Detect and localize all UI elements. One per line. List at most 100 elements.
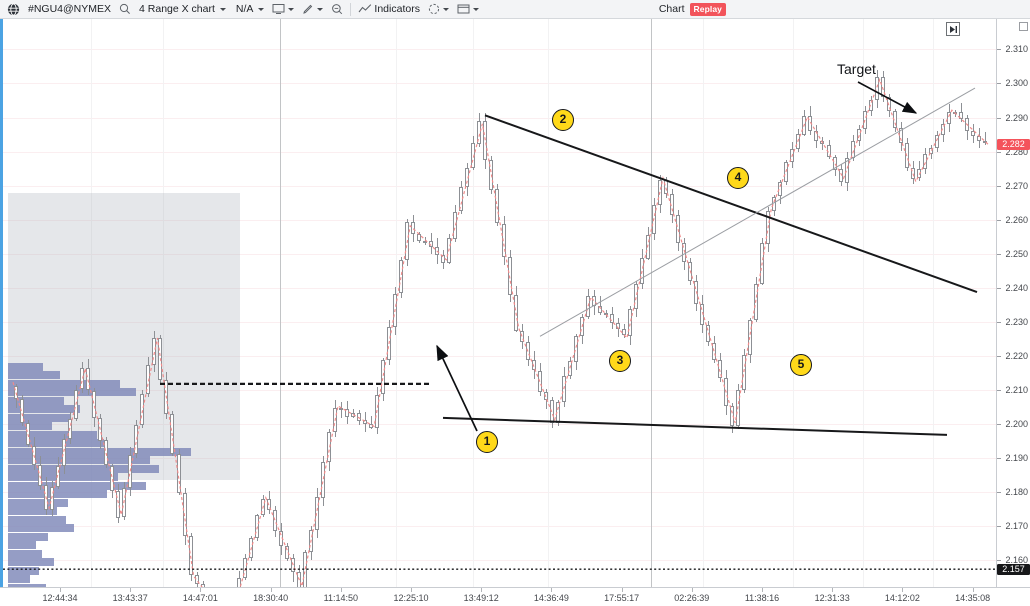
price-tick-label: 2.290: [1005, 113, 1028, 123]
drawing-overlay-layer: [3, 77, 996, 587]
replay-step-button[interactable]: [946, 22, 960, 36]
volume-profile-bar: [8, 396, 64, 405]
volume-profile-bar: [8, 532, 48, 541]
gridline-vertical: [863, 19, 864, 587]
candle-body: [62, 439, 66, 466]
display-style-button[interactable]: [269, 0, 299, 19]
candle-body: [881, 77, 885, 97]
wave-label-2[interactable]: 2: [552, 109, 574, 131]
indicators-button[interactable]: Indicators: [355, 0, 425, 19]
candle-body: [483, 121, 487, 160]
monitor-icon: [272, 4, 285, 14]
target-annotation-label: Target: [837, 61, 876, 77]
window-icon: [457, 4, 470, 14]
layout-button[interactable]: [454, 0, 484, 19]
candle-body: [104, 440, 108, 465]
zoom-tool-button[interactable]: [328, 0, 346, 19]
price-tick-mark: [997, 560, 1001, 561]
wave-label-1[interactable]: 1: [476, 431, 498, 453]
volume-profile-bar: [8, 430, 97, 439]
volume-profile-bar: [8, 388, 136, 397]
drawing-tools-button[interactable]: [299, 0, 328, 19]
time-tick-label: 11:38:16: [744, 593, 780, 603]
time-tick-mark: [691, 588, 693, 592]
price-tick-label: 2.180: [1005, 487, 1028, 497]
gridline-horizontal: [3, 83, 996, 84]
wave-label-5[interactable]: 5: [790, 354, 812, 376]
wave-label-3[interactable]: 3: [609, 350, 631, 372]
symbol-search-button[interactable]: [116, 0, 134, 19]
last-price-badge[interactable]: 2.282: [997, 138, 1030, 150]
trendline-lower-support[interactable]: [442, 416, 948, 436]
price-tick-label: 2.200: [1005, 419, 1028, 429]
toolbar-divider: [350, 2, 352, 16]
time-tick-label: 14:36:49: [533, 593, 569, 603]
interval-selector[interactable]: 4 Range X chart: [134, 0, 231, 19]
volume-profile-bar: [8, 362, 43, 371]
candle-body: [183, 493, 187, 536]
time-tick-label: 18:30:40: [253, 593, 289, 603]
candle-body: [345, 409, 349, 417]
candle-wick: [341, 402, 342, 418]
price-tick-label: 2.160: [1005, 555, 1028, 565]
gridline-horizontal: [3, 49, 996, 50]
candle-body: [177, 454, 181, 493]
candle-body: [92, 391, 96, 418]
gridline-horizontal: [3, 118, 996, 119]
volume-profile-bar: [8, 456, 150, 465]
reference-price-badge[interactable]: 2.157: [997, 563, 1030, 575]
time-tick-label: 12:25:10: [393, 593, 429, 603]
chevron-down-icon: [288, 7, 295, 11]
trendline-rising-projection[interactable]: [539, 87, 976, 337]
price-tick-mark: [997, 424, 1001, 425]
price-tick-mark: [997, 186, 1001, 187]
price-tick-mark: [997, 458, 1001, 459]
price-tick-mark: [997, 526, 1001, 527]
volume-profile-bar: [8, 524, 74, 533]
candle-body: [357, 413, 361, 421]
volume-profile-bar: [8, 507, 57, 516]
symbol-button[interactable]: #NGU4@NYMEX: [23, 0, 116, 19]
candle-body: [712, 343, 716, 360]
time-tick-label: 13:43:37: [112, 593, 148, 603]
target-arrow[interactable]: [857, 81, 918, 114]
replay-status-badge[interactable]: Replay: [689, 2, 726, 16]
scale-settings-icon[interactable]: [1019, 22, 1028, 31]
candle-body: [610, 314, 614, 323]
app-menu-button[interactable]: [4, 0, 23, 19]
candle-wick: [600, 296, 601, 315]
price-tick-mark: [997, 254, 1001, 255]
candle-body: [935, 135, 939, 148]
candle-body: [14, 386, 18, 399]
price-tick-mark: [997, 492, 1001, 493]
candle-body: [574, 336, 578, 362]
candle-body: [706, 325, 710, 342]
trendlines[interactable]: [3, 81, 996, 570]
candle-body: [110, 466, 114, 491]
candle-body: [453, 212, 457, 239]
time-tick-label: 13:49:12: [463, 593, 499, 603]
template-selector[interactable]: N/A: [231, 0, 270, 19]
trendline-upper-descending[interactable]: [484, 114, 978, 294]
gridline-horizontal: [3, 288, 996, 289]
volume-profile-bar: [8, 541, 36, 550]
candle-body: [911, 168, 915, 179]
time-tick-label: 02:26:39: [674, 593, 710, 603]
wave-label-4[interactable]: 4: [727, 167, 749, 189]
candle-wick: [985, 132, 986, 145]
candle-body: [532, 360, 536, 370]
time-axis[interactable]: 12:44:34 13:43:37 14:47:01 18:30:40 11:14:50…: [0, 587, 1030, 606]
time-tick-label: 14:12:02: [884, 593, 920, 603]
price-plot[interactable]: 1 2 3 4 5 Target: [3, 19, 996, 587]
time-tick-label: 14:47:01: [182, 593, 218, 603]
candle-body: [441, 255, 445, 263]
compare-button[interactable]: [425, 0, 454, 19]
candle-body: [959, 112, 963, 119]
gridline-vertical: [933, 19, 934, 587]
wave-1-arrow[interactable]: [436, 344, 478, 432]
price-axis[interactable]: 2.310 2.300 2.290 2.280 2.270 2.260 2.250 2.240…: [996, 19, 1030, 587]
time-tick-mark: [270, 588, 272, 592]
session-separator: [280, 19, 281, 587]
candle-body: [887, 97, 891, 111]
gridline-horizontal: [3, 220, 996, 221]
